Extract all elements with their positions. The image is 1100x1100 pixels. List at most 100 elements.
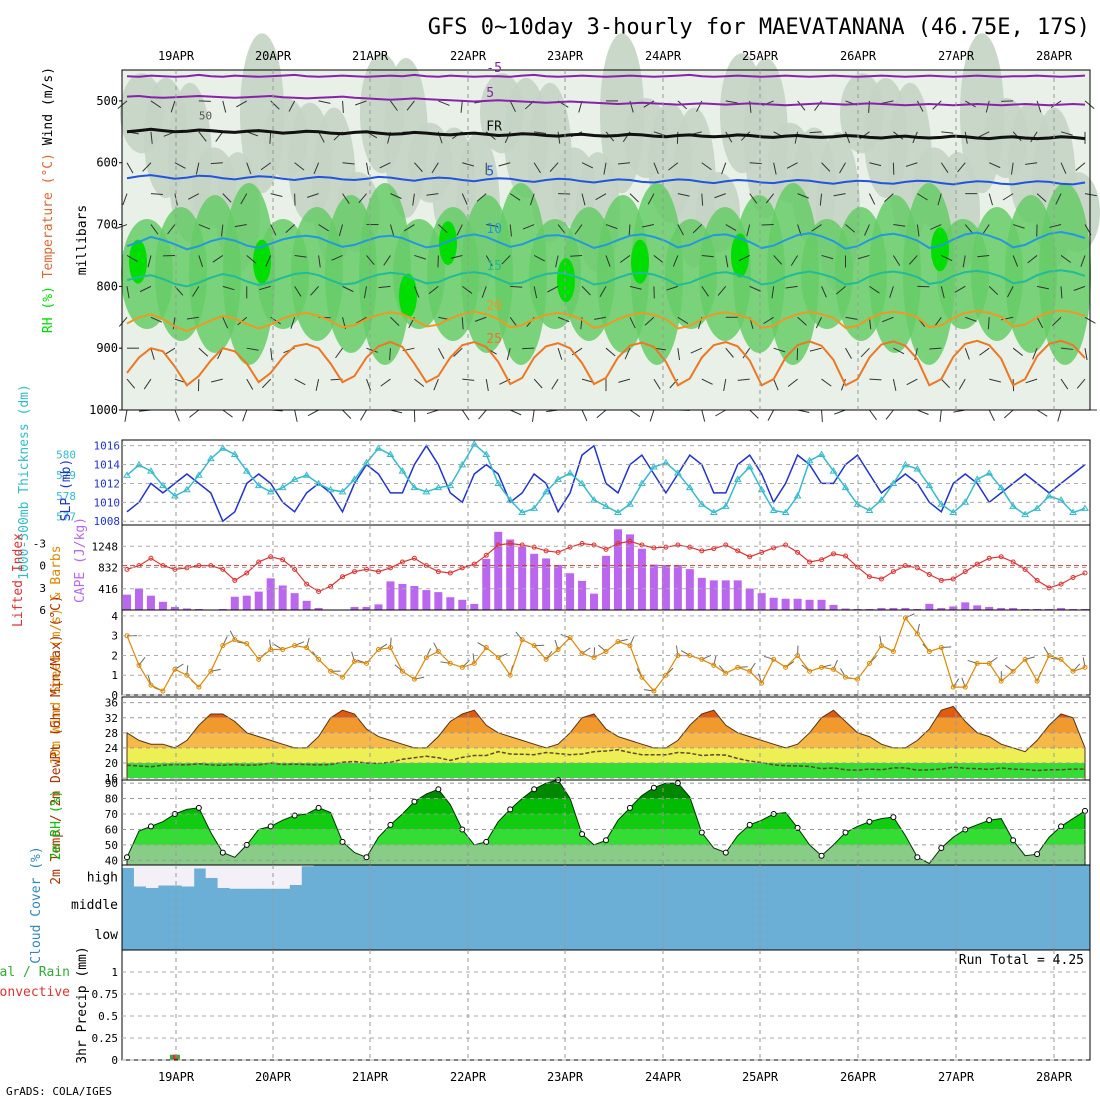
y-tick-upper: 900 <box>96 341 118 355</box>
wind-barb <box>355 100 367 106</box>
y-tick-li: 6 <box>39 604 46 617</box>
rh-point <box>315 804 322 811</box>
rh-point <box>507 806 514 813</box>
li-ylabel: Lifted Index <box>11 533 26 627</box>
thickness-point <box>338 487 347 495</box>
wind-point <box>220 643 226 649</box>
y-tick-wind: 0 <box>111 689 118 702</box>
wind-barb <box>358 193 367 204</box>
wind-barb <box>599 286 607 298</box>
cape-bar <box>1045 608 1054 610</box>
wind-barb <box>965 316 977 322</box>
wind-barb <box>773 255 783 265</box>
temp-band <box>127 747 1085 764</box>
cape-bar <box>733 580 742 610</box>
wind-barb <box>557 316 570 323</box>
x-tick-bottom: 26APR <box>840 1070 877 1084</box>
wind-point <box>459 664 465 670</box>
wind-barb <box>839 162 846 174</box>
wind-barb <box>363 286 367 299</box>
wind-barb <box>1010 162 1014 175</box>
wind-barb <box>811 224 822 232</box>
wind-barb <box>977 254 990 258</box>
wind-barb <box>690 347 703 354</box>
wind-point <box>831 666 837 672</box>
x-tick-top: 23APR <box>547 49 584 63</box>
cape-bar <box>458 599 467 610</box>
thickness-point <box>697 500 706 507</box>
thickness-point <box>745 462 754 470</box>
x-tick-bottom: 21APR <box>352 1070 389 1084</box>
cape-bar <box>973 605 982 610</box>
wind-barb <box>860 347 870 358</box>
wind-barb <box>414 378 425 387</box>
y-tick-slp: 1016 <box>94 440 121 453</box>
wind-point <box>196 684 202 690</box>
cape-bar <box>1069 608 1078 610</box>
wind-barb <box>723 379 727 391</box>
wind-barb <box>1025 162 1038 165</box>
x-tick-bottom: 22APR <box>450 1070 487 1084</box>
rh-band <box>127 780 1085 799</box>
wind-barb-10m <box>988 657 998 664</box>
wind-point <box>208 668 214 674</box>
panel-backgrounds <box>120 33 1100 950</box>
wind-barb <box>1002 193 1014 201</box>
wind-point <box>352 658 358 664</box>
thickness-point <box>614 508 622 516</box>
cape-bar <box>158 601 167 610</box>
wind-barb <box>485 379 489 391</box>
wind-barb <box>819 193 823 206</box>
thickness-point <box>877 496 886 503</box>
thickness-point <box>566 469 574 476</box>
li-point <box>1034 577 1040 583</box>
wind-barb <box>596 409 607 419</box>
wind-point <box>1058 656 1064 662</box>
grid-lines <box>119 69 1091 1061</box>
wind-barb <box>581 409 588 422</box>
precip-conv-bar <box>172 1054 177 1060</box>
wind-point <box>435 649 441 655</box>
cape-bar <box>721 580 730 610</box>
cape-bar <box>566 573 575 610</box>
thickness-point <box>937 500 946 507</box>
wind-barb <box>431 162 439 174</box>
wind-barb <box>557 348 563 360</box>
wind-barb <box>725 100 738 104</box>
rh-point <box>147 823 154 830</box>
thickness-point <box>326 485 335 493</box>
wind-barb <box>714 193 726 199</box>
cape-bar <box>853 608 862 610</box>
thickness-ylabel: 1000-500mb Thickness (dm) <box>17 384 32 580</box>
wind-barb <box>522 224 535 230</box>
wind-barb <box>1060 286 1063 299</box>
y-tick-li: 3 <box>39 582 46 595</box>
wind-point <box>280 647 286 653</box>
cape-bar <box>578 580 587 610</box>
thickness-point <box>913 465 922 472</box>
wind-barb <box>692 224 703 234</box>
wind-barb <box>222 409 233 418</box>
y-tick-rh: 40 <box>105 854 118 867</box>
cape-bar <box>877 607 886 610</box>
wind-barb <box>893 347 905 355</box>
cape-bar <box>398 583 407 610</box>
thickness-point <box>266 487 275 495</box>
wind-barb <box>1084 193 1097 197</box>
wind-point <box>244 641 250 647</box>
wind-barb <box>234 224 247 228</box>
wind-point <box>136 662 142 668</box>
thickness-point <box>506 496 515 503</box>
wind-barb <box>126 286 130 299</box>
thickness-point <box>1009 502 1018 509</box>
thickness-point <box>829 467 838 474</box>
isotherm-label: 20 <box>486 299 502 314</box>
isotherm-line <box>126 94 1086 107</box>
wind-barb <box>937 193 942 206</box>
rh-ylabel: 2m RH (%) <box>49 790 64 860</box>
wind-barb <box>509 409 522 416</box>
wind-barb <box>270 348 273 361</box>
wind-barb <box>677 348 681 361</box>
cloud-ylabel: Cloud Cover (%) <box>29 846 44 963</box>
li-point <box>1046 585 1052 591</box>
